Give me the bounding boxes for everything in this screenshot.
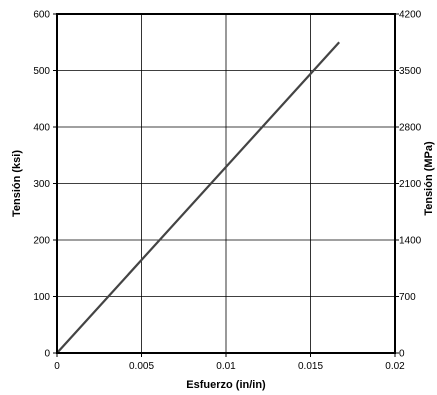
y-axis-title: Tensión (ksi)	[11, 150, 23, 217]
x-tick-label: 0.01	[216, 361, 236, 372]
x-tick-label: 0	[54, 361, 60, 372]
y-tick-label: 200	[33, 236, 50, 247]
y-tick-label: 300	[33, 179, 50, 190]
y-right-tick-label: 1400	[399, 236, 422, 247]
x-tick-label: 0.005	[129, 361, 154, 372]
x-tick-label: 0.02	[385, 361, 405, 372]
ticks-layer: 0 0.005 0.01 0.015 0.02010020030040050060007…	[33, 10, 421, 373]
y-tick-label: 600	[33, 10, 50, 21]
y-right-tick-label: 0	[399, 349, 405, 360]
y-right-tick-label: 700	[399, 292, 416, 303]
x-tick-label: 0.015	[298, 361, 323, 372]
y-tick-label: 100	[33, 292, 50, 303]
y-right-tick-label: 2100	[399, 179, 422, 190]
y-right-tick-label: 3500	[399, 66, 422, 77]
y-right-tick-label: 4200	[399, 10, 422, 21]
grid-layer	[56, 13, 396, 354]
y-axis-right-title: Tensión (MPa)	[423, 141, 435, 216]
y-tick-label: 500	[33, 66, 50, 77]
y-tick-label: 0	[44, 349, 50, 360]
x-axis-title: Esfuerzo (in/in)	[186, 379, 266, 391]
y-right-tick-label: 2800	[399, 123, 422, 134]
series-layer	[56, 41, 341, 354]
stress-strain-line	[56, 41, 341, 354]
y-tick-label: 400	[33, 123, 50, 134]
